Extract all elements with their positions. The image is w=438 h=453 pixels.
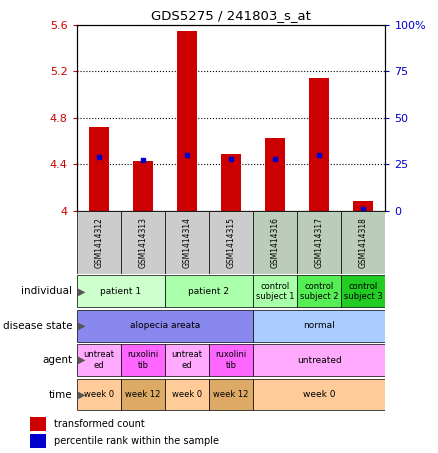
Bar bbox=[165, 211, 209, 274]
Text: agent: agent bbox=[42, 355, 72, 365]
Bar bbox=[89, 127, 109, 211]
Bar bbox=[30, 417, 46, 430]
Text: individual: individual bbox=[21, 286, 72, 296]
Bar bbox=[209, 379, 253, 410]
Text: GSM1414312: GSM1414312 bbox=[94, 217, 103, 268]
Text: normal: normal bbox=[304, 321, 335, 330]
Text: patient 1: patient 1 bbox=[100, 287, 141, 296]
Bar bbox=[77, 211, 121, 274]
Bar bbox=[77, 379, 121, 410]
Text: ruxolini
tib: ruxolini tib bbox=[215, 351, 247, 370]
Text: patient 2: patient 2 bbox=[188, 287, 230, 296]
Text: ▶: ▶ bbox=[78, 321, 85, 331]
Text: ▶: ▶ bbox=[78, 355, 85, 365]
Text: disease state: disease state bbox=[3, 321, 72, 331]
Bar bbox=[265, 138, 285, 211]
Bar bbox=[165, 379, 209, 410]
Text: GSM1414317: GSM1414317 bbox=[315, 217, 324, 268]
Bar bbox=[309, 78, 329, 211]
Text: control
subject 1: control subject 1 bbox=[256, 282, 294, 301]
Bar bbox=[353, 201, 373, 211]
Bar bbox=[30, 434, 46, 448]
Bar bbox=[121, 379, 165, 410]
Bar bbox=[221, 154, 241, 211]
Text: control
subject 3: control subject 3 bbox=[344, 282, 383, 301]
Text: untreat
ed: untreat ed bbox=[171, 351, 202, 370]
Bar bbox=[253, 379, 385, 410]
Text: week 0: week 0 bbox=[84, 390, 114, 399]
Bar bbox=[77, 275, 165, 307]
Text: week 0: week 0 bbox=[303, 390, 336, 399]
Bar bbox=[133, 161, 153, 211]
Bar bbox=[341, 211, 385, 274]
Bar bbox=[253, 275, 297, 307]
Bar bbox=[297, 211, 341, 274]
Bar bbox=[165, 275, 253, 307]
Bar bbox=[253, 211, 297, 274]
Text: week 0: week 0 bbox=[172, 390, 202, 399]
Title: GDS5275 / 241803_s_at: GDS5275 / 241803_s_at bbox=[151, 10, 311, 22]
Bar bbox=[121, 344, 165, 376]
Text: week 12: week 12 bbox=[125, 390, 160, 399]
Text: ruxolini
tib: ruxolini tib bbox=[127, 351, 159, 370]
Text: alopecia areata: alopecia areata bbox=[130, 321, 200, 330]
Text: control
subject 2: control subject 2 bbox=[300, 282, 339, 301]
Bar bbox=[121, 211, 165, 274]
Text: GSM1414315: GSM1414315 bbox=[226, 217, 236, 268]
Bar bbox=[253, 344, 385, 376]
Bar bbox=[177, 31, 197, 211]
Text: GSM1414313: GSM1414313 bbox=[138, 217, 147, 268]
Text: GSM1414318: GSM1414318 bbox=[359, 217, 368, 268]
Text: week 12: week 12 bbox=[213, 390, 249, 399]
Text: GSM1414316: GSM1414316 bbox=[271, 217, 279, 268]
Text: percentile rank within the sample: percentile rank within the sample bbox=[54, 436, 219, 446]
Bar bbox=[297, 275, 341, 307]
Text: transformed count: transformed count bbox=[54, 419, 145, 429]
Bar bbox=[209, 344, 253, 376]
Bar bbox=[341, 275, 385, 307]
Bar bbox=[165, 344, 209, 376]
Bar bbox=[77, 344, 121, 376]
Bar bbox=[209, 211, 253, 274]
Text: ▶: ▶ bbox=[78, 390, 85, 400]
Bar bbox=[77, 310, 253, 342]
Text: untreat
ed: untreat ed bbox=[83, 351, 114, 370]
Bar bbox=[253, 310, 385, 342]
Text: time: time bbox=[49, 390, 72, 400]
Text: ▶: ▶ bbox=[78, 286, 85, 296]
Text: untreated: untreated bbox=[297, 356, 342, 365]
Text: GSM1414314: GSM1414314 bbox=[183, 217, 191, 268]
